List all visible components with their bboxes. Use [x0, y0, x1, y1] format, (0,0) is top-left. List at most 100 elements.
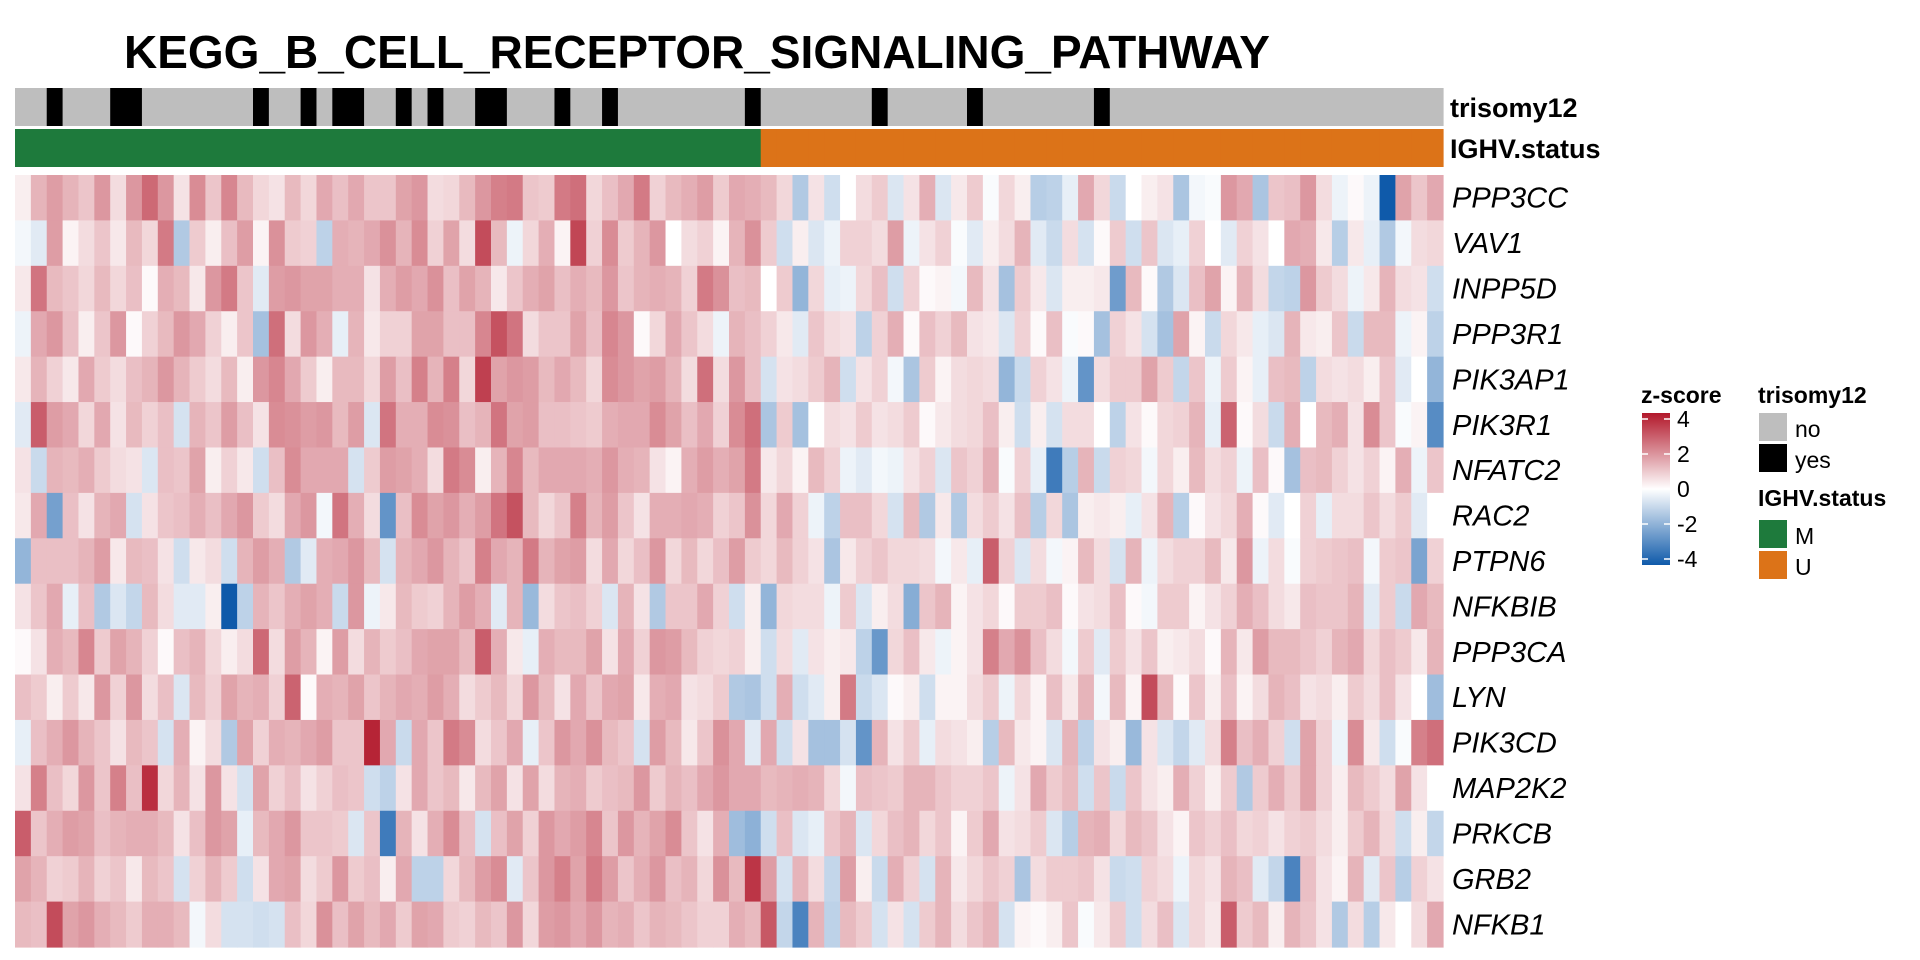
cell-pik3ap1-41 — [665, 356, 682, 403]
cell-pik3r1-69 — [1109, 402, 1127, 449]
ighv-status-cell-66 — [1062, 129, 1079, 167]
cell-vav1-66 — [1062, 220, 1079, 267]
cell-ptpn6-5 — [94, 538, 111, 585]
cell-inpp5d-54 — [871, 265, 889, 312]
cell-ppp3r1-4 — [78, 311, 95, 358]
cell-ppp3r1-17 — [284, 311, 302, 358]
cell-nfkbib-11 — [189, 583, 206, 630]
cell-prkcb-52 — [840, 810, 857, 857]
cell-nfatc2-39 — [633, 447, 651, 494]
cell-nfkb1-13 — [221, 901, 238, 948]
cell-vav1-0 — [15, 220, 32, 267]
cell-grb2-42 — [681, 856, 698, 903]
cell-nfkb1-27 — [443, 901, 460, 948]
cell-nfatc2-49 — [792, 447, 809, 494]
cell-nfkb1-79 — [1268, 901, 1285, 948]
cell-rac2-54 — [871, 492, 889, 539]
cell-ppp3ca-16 — [268, 629, 286, 676]
cell-rac2-11 — [189, 492, 206, 539]
cell-nfkbib-37 — [602, 583, 619, 630]
trisomy12-cell-21 — [348, 88, 365, 126]
cell-vav1-17 — [284, 220, 302, 267]
cell-prkcb-41 — [665, 810, 682, 857]
cell-ppp3cc-60 — [967, 175, 984, 222]
ighv-status-cell-34 — [554, 129, 571, 167]
cell-nfatc2-15 — [253, 447, 270, 494]
cell-ppp3ca-82 — [1316, 629, 1333, 676]
cell-vav1-76 — [1220, 220, 1238, 267]
cell-pik3ap1-77 — [1236, 356, 1254, 403]
cell-grb2-88 — [1411, 856, 1428, 903]
cell-ppp3r1-35 — [570, 311, 587, 358]
cell-nfkbib-4 — [78, 583, 95, 630]
ighv-status-cell-19 — [316, 129, 333, 167]
cell-vav1-83 — [1331, 220, 1349, 267]
cell-lyn-33 — [538, 674, 556, 721]
cell-nfatc2-35 — [570, 447, 587, 494]
cell-ppp3r1-52 — [840, 311, 857, 358]
cell-lyn-20 — [332, 674, 349, 721]
cell-map2k2-44 — [713, 765, 730, 812]
cell-ppp3cc-66 — [1062, 175, 1079, 222]
cell-nfkb1-43 — [697, 901, 714, 948]
cell-ptpn6-35 — [570, 538, 587, 585]
cell-ppp3r1-10 — [173, 311, 191, 358]
ighv-status-cell-7 — [126, 129, 143, 167]
cell-ppp3ca-22 — [364, 629, 381, 676]
cell-nfkb1-2 — [46, 901, 64, 948]
cell-map2k2-72 — [1157, 765, 1174, 812]
cell-prkcb-68 — [1093, 810, 1111, 857]
trisomy12-cell-82 — [1316, 88, 1333, 126]
cell-rac2-48 — [776, 492, 794, 539]
cell-ppp3r1-80 — [1284, 311, 1301, 358]
cell-pik3r1-6 — [110, 402, 127, 449]
trisomy12-cell-58 — [935, 88, 952, 126]
cell-nfkb1-76 — [1220, 901, 1238, 948]
trisomy12-cell-35 — [570, 88, 587, 126]
cell-nfkb1-59 — [951, 901, 968, 948]
cell-lyn-29 — [475, 674, 492, 721]
cell-ppp3ca-30 — [491, 629, 508, 676]
cell-inpp5d-25 — [411, 265, 429, 312]
cell-map2k2-0 — [15, 765, 32, 812]
cell-inpp5d-3 — [62, 265, 80, 312]
cell-inpp5d-86 — [1379, 265, 1396, 312]
cell-grb2-35 — [570, 856, 587, 903]
cell-rac2-64 — [1030, 492, 1047, 539]
cell-map2k2-71 — [1141, 765, 1158, 812]
cell-pik3r1-15 — [253, 402, 270, 449]
cell-prkcb-60 — [967, 810, 984, 857]
cell-map2k2-6 — [110, 765, 127, 812]
cell-pik3r1-42 — [681, 402, 698, 449]
trisomy12-cell-15 — [253, 88, 270, 126]
cell-nfkbib-80 — [1284, 583, 1301, 630]
ighv-status-cell-73 — [1173, 129, 1190, 167]
cell-map2k2-48 — [776, 765, 794, 812]
cell-ppp3cc-5 — [94, 175, 111, 222]
cell-ppp3ca-15 — [253, 629, 270, 676]
ighv-status-cell-24 — [395, 129, 413, 167]
cell-ppp3ca-41 — [665, 629, 682, 676]
cell-lyn-17 — [284, 674, 302, 721]
cell-map2k2-14 — [237, 765, 254, 812]
cell-prkcb-38 — [617, 810, 635, 857]
cell-rac2-12 — [205, 492, 222, 539]
cell-nfkbib-52 — [840, 583, 857, 630]
cell-inpp5d-57 — [919, 265, 936, 312]
cell-pik3ap1-68 — [1093, 356, 1111, 403]
cell-nfkb1-58 — [935, 901, 952, 948]
cell-map2k2-49 — [792, 765, 809, 812]
cell-rac2-5 — [94, 492, 111, 539]
ighv-status-cell-50 — [808, 129, 825, 167]
cell-vav1-5 — [94, 220, 111, 267]
cell-rac2-29 — [475, 492, 492, 539]
cell-nfatc2-51 — [824, 447, 841, 494]
cell-nfkb1-50 — [808, 901, 825, 948]
cell-rac2-60 — [967, 492, 984, 539]
cell-inpp5d-42 — [681, 265, 698, 312]
cell-nfkb1-75 — [1205, 901, 1222, 948]
cell-nfkbib-63 — [1014, 583, 1032, 630]
cell-rac2-37 — [602, 492, 619, 539]
cell-rac2-27 — [443, 492, 460, 539]
cell-prkcb-74 — [1189, 810, 1206, 857]
